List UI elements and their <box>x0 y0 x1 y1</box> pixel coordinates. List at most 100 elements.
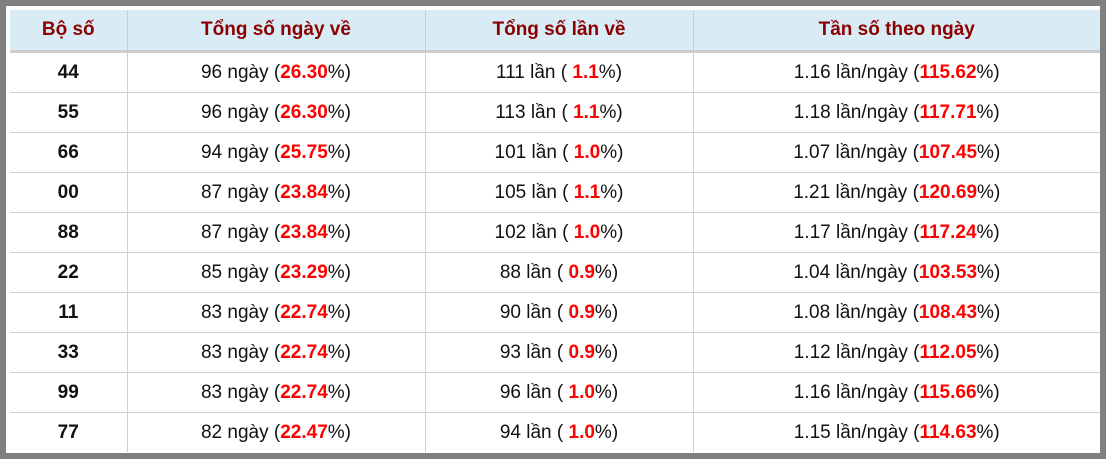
percent-close: %) <box>594 341 619 363</box>
times-value: 96 <box>499 381 521 403</box>
times-unit: lần ( <box>524 61 573 83</box>
header-total-times: Tổng số lần về <box>424 10 694 53</box>
times-value: 93 <box>499 341 521 363</box>
percent-close: %) <box>976 381 1000 403</box>
days-value: 85 <box>200 261 223 283</box>
total-days-cell: 94 ngày (25.75%) <box>126 132 426 173</box>
days-unit: ngày ( <box>222 181 281 203</box>
times-percent: 1.1 <box>573 181 601 203</box>
frequency-cell: 1.12 lần/ngày (112.05%) <box>692 332 1100 373</box>
freq-unit: lần/ngày ( <box>830 341 920 363</box>
total-days-cell: 83 ngày (22.74%) <box>126 292 426 333</box>
days-value: 87 <box>200 181 223 203</box>
percent-close: %) <box>976 101 1000 123</box>
total-times-cell: 93 lần ( 0.9%) <box>424 332 694 373</box>
freq-unit: lần/ngày ( <box>830 381 920 403</box>
times-unit: lần ( <box>520 381 569 403</box>
days-value: 96 <box>200 61 223 83</box>
percent-close: %) <box>327 381 351 403</box>
times-percent: 1.0 <box>573 221 601 243</box>
freq-value: 1.04 <box>793 261 831 283</box>
days-unit: ngày ( <box>222 381 281 403</box>
freq-value: 1.17 <box>793 221 831 243</box>
total-days-cell: 82 ngày (22.47%) <box>126 412 426 452</box>
percent-close: %) <box>327 61 351 83</box>
total-times-cell: 101 lần ( 1.0%) <box>424 132 694 173</box>
table-row: 88 87 ngày (23.84%) 102 lần ( 1.0%) 1.17 lầ… <box>10 212 1100 253</box>
days-value: 83 <box>200 341 223 363</box>
days-percent: 26.30 <box>280 101 328 123</box>
total-days-cell: 87 ngày (23.84%) <box>126 212 426 253</box>
percent-close: %) <box>977 301 1001 323</box>
percent-close: %) <box>976 421 1000 443</box>
times-value: 101 <box>494 141 527 163</box>
days-unit: ngày ( <box>222 141 281 163</box>
freq-percent: 117.71 <box>919 101 977 123</box>
percent-close: %) <box>327 341 351 363</box>
days-unit: ngày ( <box>222 301 281 323</box>
times-unit: lần ( <box>525 101 574 123</box>
percent-close: %) <box>327 101 351 123</box>
days-percent: 22.74 <box>280 341 328 363</box>
days-percent: 26.30 <box>280 61 328 83</box>
frequency-cell: 1.17 lần/ngày (117.24%) <box>692 212 1100 253</box>
times-percent: 0.9 <box>568 301 595 323</box>
freq-value: 1.16 <box>793 381 831 403</box>
days-unit: ngày ( <box>222 341 281 363</box>
number-cell: 77 <box>10 412 128 452</box>
percent-close: %) <box>599 101 623 123</box>
freq-percent: 115.66 <box>919 381 977 403</box>
freq-percent: 107.45 <box>918 141 978 163</box>
total-times-cell: 102 lần ( 1.0%) <box>424 212 694 253</box>
freq-unit: lần/ngày ( <box>830 141 919 163</box>
total-days-cell: 83 ngày (22.74%) <box>126 332 426 373</box>
days-value: 96 <box>200 101 223 123</box>
times-unit: lần ( <box>520 341 569 363</box>
freq-unit: lần/ngày ( <box>830 421 920 443</box>
freq-percent: 112.05 <box>919 341 977 363</box>
times-value: 111 <box>495 61 525 83</box>
times-percent: 0.9 <box>568 261 595 283</box>
percent-close: %) <box>327 221 351 243</box>
total-times-cell: 105 lần ( 1.1%) <box>424 172 694 213</box>
days-percent: 22.74 <box>280 381 328 403</box>
times-unit: lần ( <box>526 221 574 243</box>
times-value: 88 <box>499 261 521 283</box>
total-times-cell: 111 lần ( 1.1%) <box>424 51 694 93</box>
times-unit: lần ( <box>520 301 569 323</box>
number-cell: 66 <box>10 132 128 173</box>
days-value: 87 <box>200 221 223 243</box>
freq-percent: 117.24 <box>919 221 977 243</box>
times-unit: lần ( <box>526 181 574 203</box>
percent-close: %) <box>977 181 1001 203</box>
freq-value: 1.07 <box>793 141 831 163</box>
times-value: 94 <box>499 421 521 443</box>
freq-unit: lần/ngày ( <box>830 221 920 243</box>
days-unit: ngày ( <box>222 221 281 243</box>
table-row: 00 87 ngày (23.84%) 105 lần ( 1.1%) 1.21 lầ… <box>10 172 1100 213</box>
days-unit: ngày ( <box>222 61 281 83</box>
total-days-cell: 83 ngày (22.74%) <box>126 372 426 413</box>
times-value: 90 <box>499 301 521 323</box>
times-percent: 1.0 <box>568 421 595 443</box>
freq-unit: lần/ngày ( <box>830 181 919 203</box>
days-percent: 25.75 <box>280 141 328 163</box>
freq-percent: 103.53 <box>918 261 978 283</box>
table-row: 55 96 ngày (26.30%) 113 lần ( 1.1%) 1.18 lầ… <box>10 92 1100 133</box>
table-row: 44 96 ngày (26.30%) 111 lần ( 1.1%) 1.16 lầ… <box>10 51 1100 93</box>
number-cell: 44 <box>10 51 128 93</box>
total-times-cell: 94 lần ( 1.0%) <box>424 412 694 452</box>
table-row: 77 82 ngày (22.47%) 94 lần ( 1.0%) 1.15 lần… <box>10 412 1100 452</box>
days-unit: ngày ( <box>222 421 281 443</box>
total-days-cell: 96 ngày (26.30%) <box>126 51 426 93</box>
frequency-cell: 1.07 lần/ngày (107.45%) <box>692 132 1100 173</box>
times-percent: 1.0 <box>568 381 595 403</box>
freq-unit: lần/ngày ( <box>830 261 919 283</box>
days-percent: 23.84 <box>280 221 328 243</box>
times-unit: lần ( <box>520 421 569 443</box>
freq-value: 1.12 <box>793 341 831 363</box>
times-percent: 1.0 <box>573 141 601 163</box>
times-percent: 1.1 <box>573 101 600 123</box>
percent-close: %) <box>594 301 619 323</box>
